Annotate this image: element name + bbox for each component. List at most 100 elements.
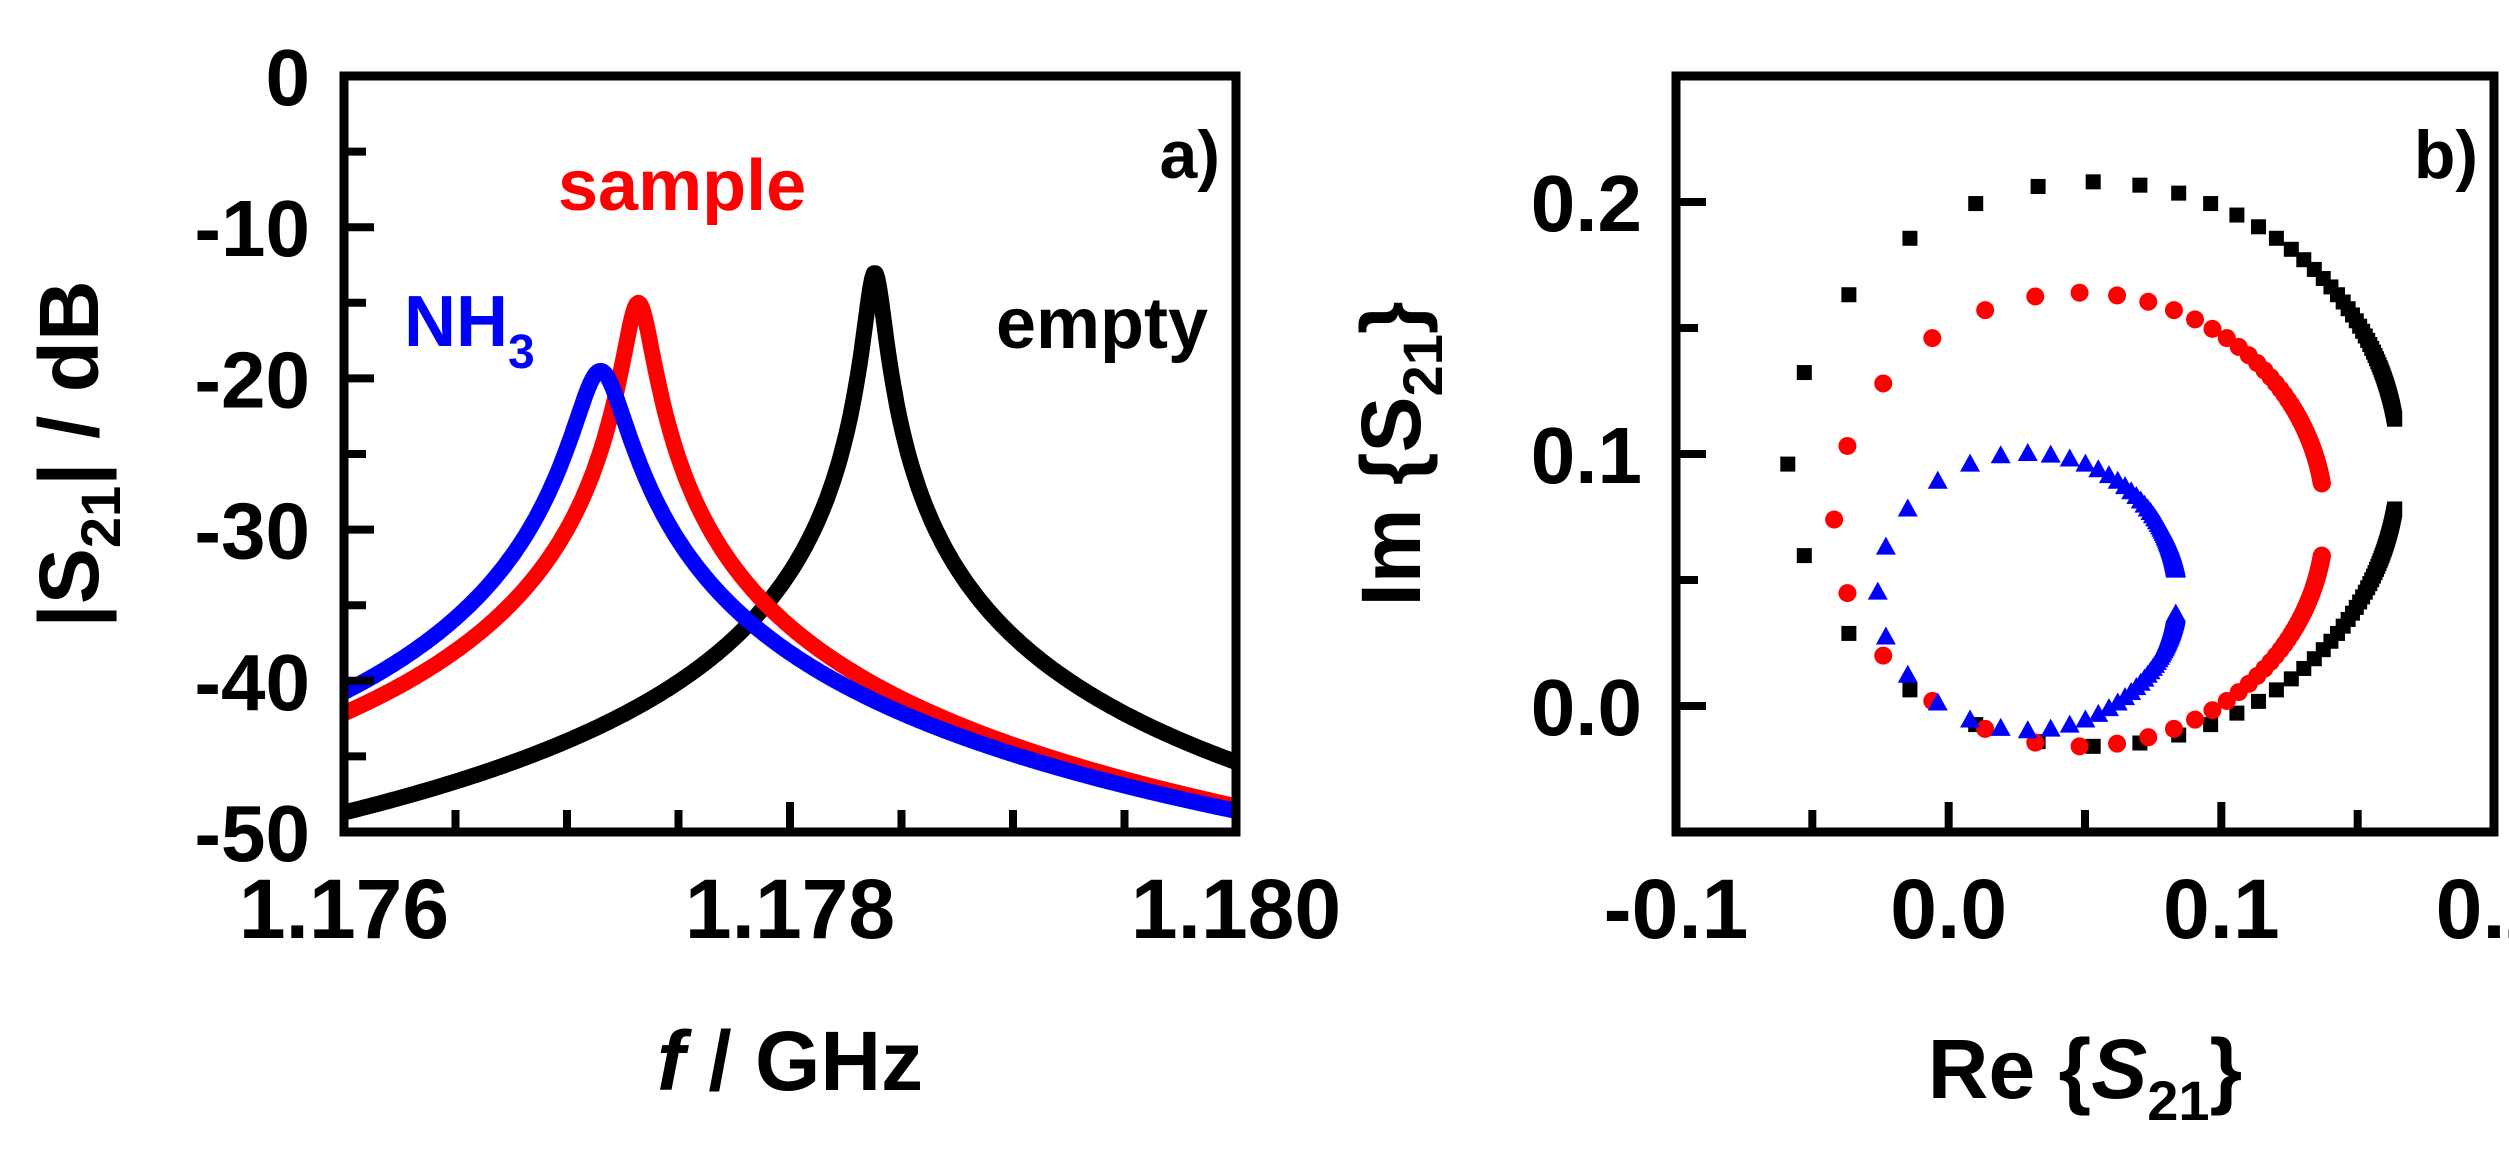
marker-nh3 <box>1927 470 1948 489</box>
im-label-sub: 21 <box>1391 334 1454 396</box>
marker-empty <box>2387 501 2403 517</box>
marker-sample <box>1923 329 1942 348</box>
marker-empty <box>1841 625 1857 641</box>
marker-sample <box>2203 701 2222 720</box>
y-label-post: | / dB <box>22 280 117 486</box>
marker-nh3 <box>2017 720 2038 739</box>
y-tick-label: -40 <box>194 638 310 727</box>
marker-sample <box>2312 546 2331 565</box>
panel-b-label: b) <box>2414 117 2478 193</box>
y-tick-label: -30 <box>194 487 310 576</box>
y-tick-label: -50 <box>194 789 310 878</box>
marker-sample <box>2164 719 2183 738</box>
marker-empty <box>1780 456 1796 472</box>
marker-sample <box>1874 646 1893 665</box>
marker-nh3 <box>2075 709 2096 728</box>
panel-b-series-layer <box>1780 174 2403 756</box>
x-tick-label: 1.178 <box>685 862 895 956</box>
marker-sample <box>2203 319 2222 338</box>
series-sample-line <box>337 294 1243 815</box>
marker-nh3 <box>2088 459 2109 478</box>
re-label-sub: 21 <box>2147 1069 2209 1132</box>
marker-nh3 <box>2098 698 2119 717</box>
marker-sample <box>1976 301 1995 320</box>
panel-b-y-axis-label: Im {S21} <box>1344 301 1454 606</box>
y-tick-label: 0.0 <box>1531 663 1642 752</box>
im-label-pre: Im {S <box>1344 396 1438 606</box>
marker-sample <box>2070 737 2089 756</box>
panel-b-tick-labels: -0.1 0.0 0.1 0.2 0.0 0.1 0.2 <box>1531 159 2509 956</box>
marker-empty <box>2171 185 2187 201</box>
marker-nh3 <box>2059 714 2080 733</box>
marker-nh3 <box>2088 703 2109 722</box>
marker-empty <box>1796 548 1812 564</box>
marker-sample <box>2108 734 2127 753</box>
panel-b-complex-plane: -0.10.00.10.20.00.10.2 b) Re {S21} Im {S… <box>1344 71 2509 1132</box>
marker-nh3 <box>2040 444 2061 463</box>
marker-sample <box>2108 286 2127 305</box>
panel-a-tick-labels: 1.176 1.178 1.180 0 -10 -20 -30 -40 -50 <box>194 33 1341 956</box>
marker-empty <box>2283 671 2299 687</box>
marker-nh3 <box>1875 626 1896 645</box>
marker-empty <box>2268 230 2284 246</box>
marker-nh3 <box>1867 581 1888 600</box>
marker-nh3 <box>1897 498 1918 517</box>
marker-empty <box>1902 682 1918 698</box>
re-label-pre: Re { <box>1928 1022 2091 1116</box>
x-tick-label: 0.0 <box>1890 862 2007 956</box>
re-label-post: } <box>2210 1022 2243 1116</box>
marker-empty <box>2085 738 2101 754</box>
marker-nh3 <box>1875 536 1896 555</box>
marker-sample <box>2217 329 2236 348</box>
marker-sample <box>2070 283 2089 302</box>
marker-sample <box>2026 287 2045 306</box>
x-label-rest: / GHz <box>685 1014 923 1108</box>
marker-nh3 <box>1897 664 1918 683</box>
im-label-post: } <box>1344 301 1438 334</box>
x-tick-label: 1.176 <box>239 862 449 956</box>
y-tick-label: -20 <box>194 335 310 424</box>
marker-empty <box>2268 682 2284 698</box>
marker-nh3 <box>1990 717 2011 736</box>
marker-sample <box>2186 310 2205 329</box>
x-tick-label: 0.1 <box>2163 862 2280 956</box>
marker-empty <box>2085 174 2101 190</box>
panel-b-x-axis-label: Re {S21} <box>1928 1022 2242 1132</box>
marker-nh3 <box>1960 453 1981 472</box>
series-label-sample: sample <box>558 146 806 226</box>
panel-a-y-axis-label: |S21| / dB <box>22 280 132 627</box>
re-label-italic: S <box>2091 1022 2147 1116</box>
series-label-empty: empty <box>996 284 1208 364</box>
marker-sample <box>1838 436 1857 455</box>
marker-empty <box>2132 177 2148 193</box>
marker-empty <box>1796 365 1812 381</box>
marker-sample <box>2164 301 2183 320</box>
marker-nh3 <box>2040 718 2061 737</box>
x-tick-label: 1.180 <box>1131 862 1341 956</box>
marker-empty <box>2251 219 2267 235</box>
panel-a-series-layer <box>337 265 1243 821</box>
y-tick-label: 0.2 <box>1531 159 1642 248</box>
marker-empty <box>1968 196 1984 212</box>
marker-sample <box>2139 728 2158 747</box>
panel-b-ticks <box>1672 72 2498 836</box>
marker-nh3 <box>2107 470 2128 489</box>
y-label-sub: 21 <box>69 486 132 548</box>
marker-empty <box>2296 252 2312 268</box>
y-tick-label: 0 <box>266 33 311 122</box>
marker-empty <box>2203 717 2219 733</box>
panel-a-resonance-spectrum: 1.176 1.178 1.180 0 -10 -20 -30 -40 -50 a) sampl… <box>22 33 1341 1108</box>
y-tick-label: 0.1 <box>1531 411 1642 500</box>
marker-nh3 <box>1990 445 2011 464</box>
marker-nh3 <box>2098 465 2119 484</box>
panel-a-label: a) <box>1160 117 1220 193</box>
x-tick-label: 0.2 <box>2436 862 2509 956</box>
marker-empty <box>2030 178 2046 194</box>
marker-empty <box>1841 287 1857 303</box>
marker-nh3 <box>2059 448 2080 467</box>
marker-nh3 <box>2017 443 2038 461</box>
marker-empty <box>2251 693 2267 709</box>
marker-sample <box>1874 374 1893 393</box>
nh3-subscript: 3 <box>508 326 535 379</box>
